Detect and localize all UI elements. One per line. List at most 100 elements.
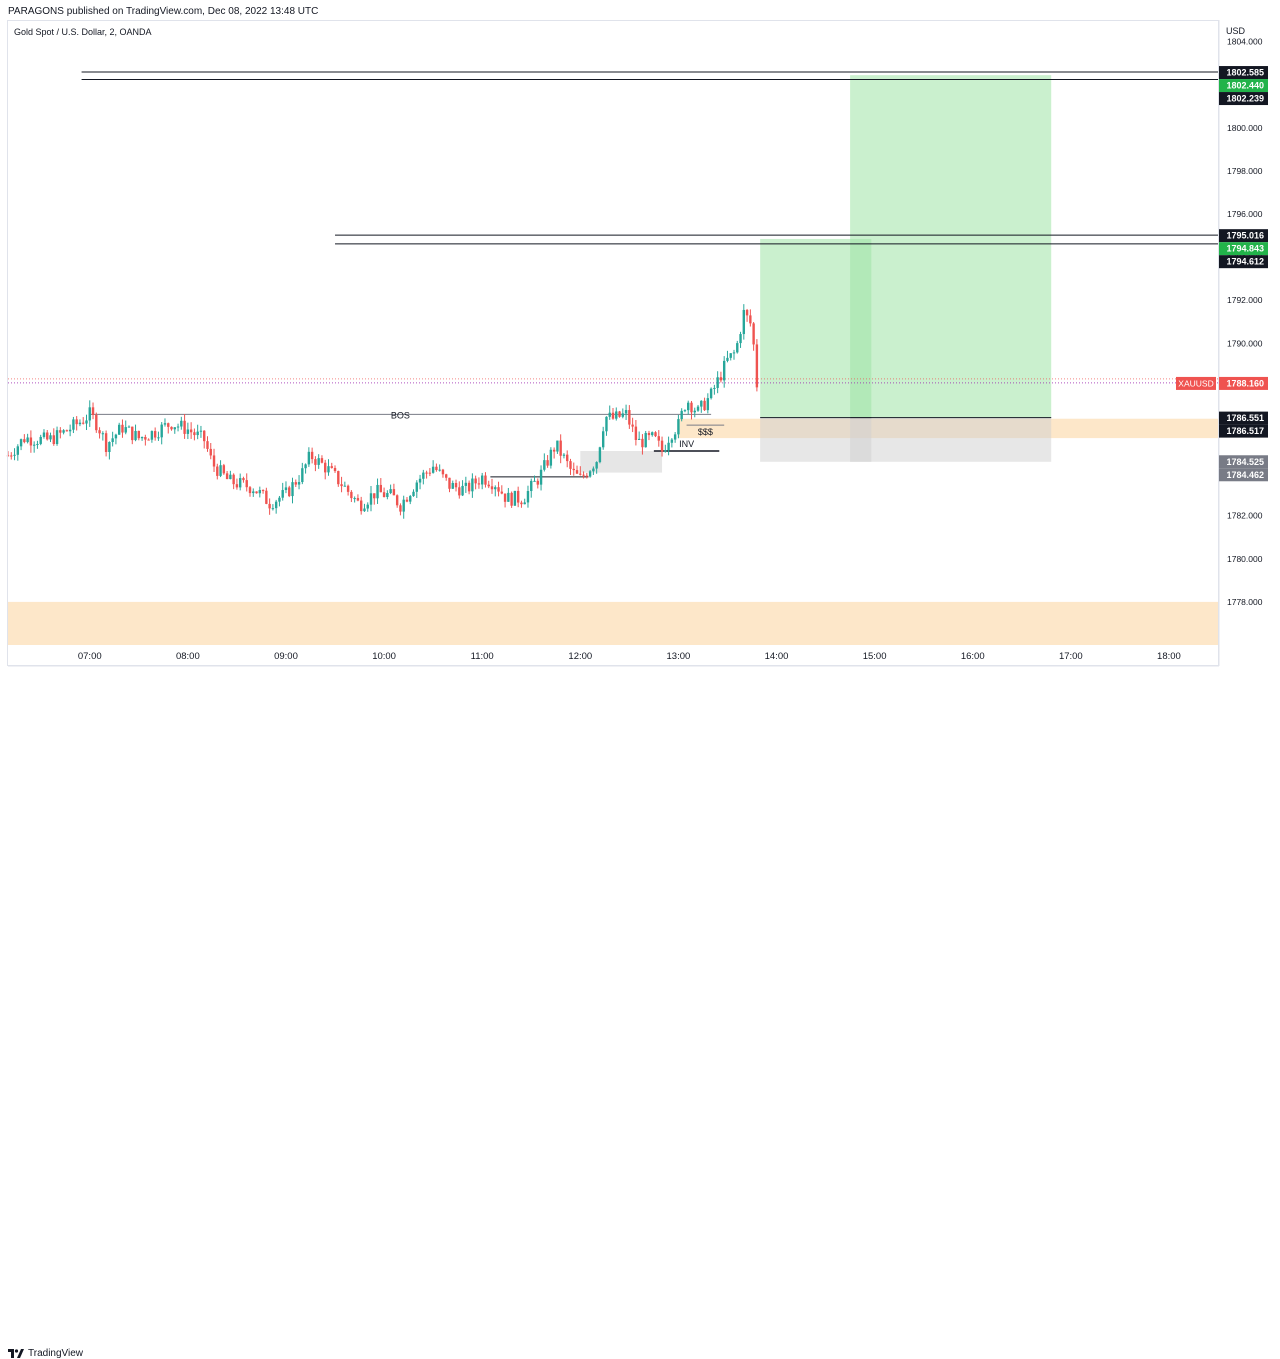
bear-candle (520, 502, 523, 505)
bull-candle (85, 420, 88, 424)
bull-candle (199, 430, 203, 432)
bear-candle (261, 490, 265, 492)
bull-candle (409, 496, 412, 502)
y-tick-label: 1778.000 (1227, 597, 1263, 607)
bear-candle (288, 487, 291, 497)
bull-candle (16, 446, 20, 455)
symbol-title: Gold Spot / U.S. Dollar, 2, OANDA (14, 27, 152, 37)
x-tick-label: 14:00 (765, 651, 789, 662)
bull-candle (219, 465, 222, 476)
bull-candle (376, 484, 379, 499)
x-tick-label: 17:00 (1059, 651, 1083, 662)
bull-candle (494, 487, 497, 490)
price-label-box (1218, 455, 1268, 469)
bull-candle (556, 440, 559, 452)
bear-candle (631, 424, 634, 427)
bear-candle (359, 500, 363, 512)
bear-candle (121, 424, 124, 433)
x-tick-label: 10:00 (372, 651, 396, 662)
bull-candle (13, 454, 16, 456)
bear-candle (752, 323, 755, 345)
bear-candle (59, 430, 62, 433)
bear-candle (189, 429, 193, 433)
bear-candle (183, 420, 186, 434)
bull-candle (713, 387, 716, 389)
bear-candle (467, 482, 471, 492)
bear-candle (235, 484, 239, 488)
price-label-box (1218, 229, 1268, 243)
bull-candle (271, 508, 275, 510)
bull-candle (402, 499, 405, 512)
bull-candle (140, 436, 144, 439)
bull-candle (530, 480, 533, 492)
bear-candle (641, 438, 644, 448)
bull-candle (117, 424, 121, 435)
bear-candle (703, 400, 706, 411)
x-tick-label: 13:00 (667, 651, 691, 662)
bear-candle (65, 430, 69, 432)
bear-candle (585, 475, 589, 477)
bear-candle (232, 474, 235, 485)
bull-candle (72, 419, 75, 430)
bull-candle (196, 431, 199, 436)
bear-candle (490, 486, 494, 490)
bear-candle (52, 435, 55, 445)
x-tick-label: 07:00 (78, 651, 102, 662)
bear-candle (516, 490, 520, 503)
bull-candle (353, 498, 356, 500)
bull-candle (507, 492, 510, 502)
bull-candle (291, 482, 294, 497)
bear-candle (690, 402, 693, 413)
demand-zone-lower (8, 601, 1218, 645)
bull-candle (418, 478, 422, 483)
bear-candle (647, 432, 651, 436)
tradingview-logo[interactable]: TradingView (8, 1348, 83, 1359)
bear-candle (10, 455, 13, 457)
bear-candle (337, 471, 340, 485)
bull-candle (526, 491, 530, 503)
bull-candle (68, 429, 72, 432)
bull-candle (539, 469, 543, 485)
symbol-tag-text: XAUUSD (1178, 378, 1213, 388)
bull-candle (588, 471, 592, 477)
x-tick-label: 11:00 (471, 651, 494, 662)
bull-candle (26, 437, 29, 443)
bull-candle (78, 422, 82, 425)
bear-candle (487, 484, 490, 487)
bull-candle (621, 413, 625, 417)
bull-candle (670, 439, 674, 443)
bear-candle (441, 469, 445, 475)
bull-candle (543, 460, 546, 470)
bull-candle (157, 437, 160, 439)
price-label-box (1218, 424, 1268, 438)
tradingview-logo-icon (8, 1348, 24, 1358)
bear-candle (392, 489, 396, 496)
bear-candle (29, 437, 33, 446)
price-label-box (1218, 92, 1268, 106)
bear-candle (350, 491, 353, 499)
bull-candle (363, 508, 366, 512)
annotation-sss: $$$ (698, 427, 713, 437)
bull-candle (284, 487, 288, 491)
bear-candle (310, 451, 314, 460)
price-chart[interactable]: BOS $$$ INV Gold Spot / U.S. Dollar, 2, OAN… (0, 0, 1280, 694)
bear-candle (340, 484, 343, 487)
bull-candle (55, 430, 59, 445)
bull-candle (651, 432, 654, 436)
bull-candle (274, 501, 278, 509)
bear-candle (193, 432, 196, 436)
bull-candle (173, 427, 176, 430)
bear-candle (137, 430, 141, 439)
bear-candle (346, 485, 350, 492)
y-tick-label: 1792.000 (1227, 295, 1263, 305)
bear-candle (314, 459, 317, 465)
x-tick-label: 08:00 (176, 651, 200, 662)
bear-candle (582, 474, 585, 476)
bear-candle (23, 439, 26, 443)
y-tick-label: 1782.000 (1227, 511, 1263, 521)
x-tick-label: 12:00 (568, 651, 592, 662)
bull-candle (598, 447, 602, 463)
y-tick-label: 1798.000 (1227, 166, 1263, 176)
bull-candle (716, 377, 719, 388)
bull-candle (42, 432, 46, 437)
